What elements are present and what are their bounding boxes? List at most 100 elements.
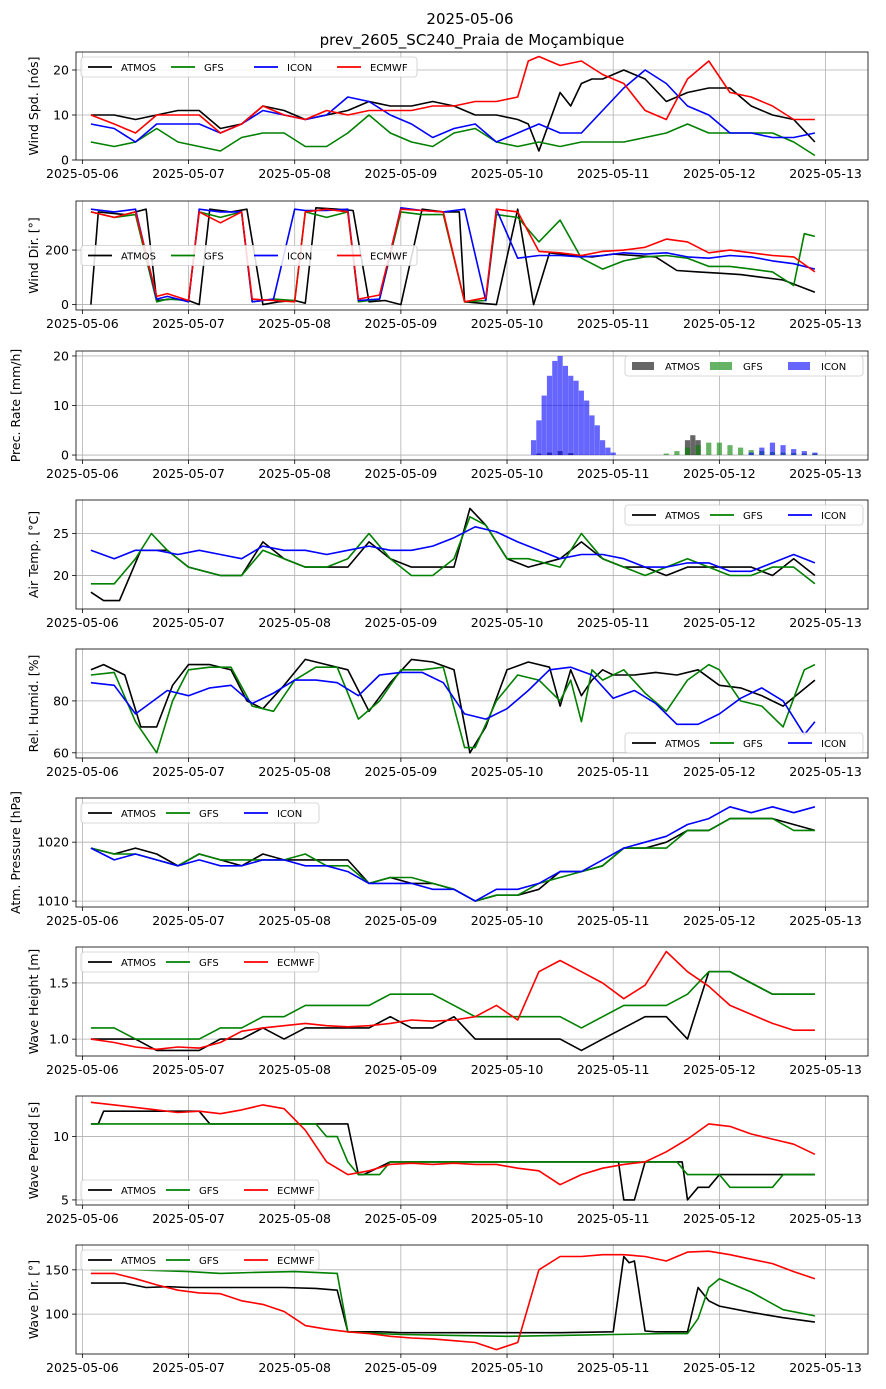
x-tick-label: 2025-05-08 — [258, 615, 331, 630]
legend-box — [80, 56, 418, 78]
series-line-gfs — [90, 663, 816, 754]
bar-icon — [812, 452, 818, 456]
series-line-icon — [90, 805, 816, 902]
panel-7: 2025-05-06 2025-05-07 2025-05-08 2025-05-09… — [26, 946, 869, 1077]
bar-icon — [562, 365, 569, 456]
x-tick-label: 2025-05-13 — [789, 466, 862, 481]
legend-label-ecmwf: ECMWF — [370, 252, 408, 263]
panel-6: 2025-05-06 2025-05-07 2025-05-08 2025-05-09… — [8, 791, 869, 928]
x-tick-label: 2025-05-12 — [683, 764, 756, 779]
y-axis-label: Rel. Humid. [%] — [26, 655, 41, 753]
legend: ATMOS GFS ECMWF — [80, 1179, 320, 1201]
y-axis-label: Wind Spd. [nós] — [26, 57, 41, 156]
panel-4: 2025-05-06 2025-05-07 2025-05-08 2025-05-09… — [26, 499, 869, 630]
bar-icon — [759, 447, 765, 456]
x-tick-label: 2025-05-10 — [471, 166, 544, 181]
x-tick-label: 2025-05-12 — [683, 615, 756, 630]
plot-area — [90, 1101, 816, 1201]
y-tick-label: 0 — [61, 153, 69, 168]
x-tick-label: 2025-05-13 — [789, 1360, 862, 1375]
legend-label-atmos: ATMOS — [121, 958, 156, 969]
legend-box — [80, 951, 320, 973]
x-tick-label: 2025-05-07 — [152, 166, 225, 181]
bar-icon — [748, 452, 754, 456]
bar-icon — [578, 390, 584, 456]
x-tick-label: 2025-05-08 — [258, 913, 331, 928]
y-axis-label: Wind Dir. [°] — [26, 217, 41, 293]
x-tick-label: 2025-05-11 — [577, 764, 650, 779]
legend-label-atmos: ATMOS — [121, 809, 156, 820]
x-tick-label: 2025-05-08 — [258, 1211, 331, 1226]
legend-label-gfs: GFS — [743, 511, 763, 522]
bar-gfs — [695, 445, 701, 456]
y-tick-label: 1.0 — [49, 1032, 69, 1047]
legend: ATMOS GFS ECMWF — [80, 1249, 320, 1271]
x-tick-label: 2025-05-11 — [577, 913, 650, 928]
x-tick-label: 2025-05-11 — [577, 466, 650, 481]
x-tick-label: 2025-05-10 — [471, 1360, 544, 1375]
legend-label-icon: ICON — [287, 63, 312, 74]
legend-label-atmos: ATMOS — [121, 1186, 156, 1197]
panel-1: 2025-05-06 2025-05-07 2025-05-08 2025-05-09… — [26, 51, 869, 181]
legend: ATMOS GFS ICON — [80, 802, 320, 824]
x-tick-label: 2025-05-07 — [152, 615, 225, 630]
x-tick-label: 2025-05-11 — [577, 166, 650, 181]
x-tick-label: 2025-05-13 — [789, 1062, 862, 1077]
series-line-icon — [90, 666, 816, 736]
y-tick-label: 5 — [61, 1192, 69, 1207]
y-axis-label: Atm. Pressure [hPa] — [8, 791, 23, 914]
bar-gfs — [684, 447, 691, 456]
series-line-ecmwf — [90, 1101, 816, 1186]
x-tick-label: 2025-05-09 — [365, 1360, 438, 1375]
x-tick-label: 2025-05-09 — [365, 764, 438, 779]
panel-9: 2025-05-06 2025-05-07 2025-05-08 2025-05-09… — [26, 1244, 869, 1375]
legend-label-icon: ICON — [821, 511, 846, 522]
bar-icon — [584, 400, 590, 456]
x-tick-label: 2025-05-07 — [152, 1211, 225, 1226]
x-tick-label: 2025-05-11 — [577, 316, 650, 331]
x-tick-label: 2025-05-08 — [258, 1360, 331, 1375]
figure-title-station: prev_2605_SC240_Praia de Moçambique — [320, 31, 625, 50]
y-tick-label: 100 — [45, 1307, 69, 1322]
legend-label-icon: ICON — [287, 252, 312, 263]
legend-label-ecmwf: ECMWF — [277, 1186, 315, 1197]
bar-icon — [536, 420, 542, 456]
x-tick-label: 2025-05-06 — [46, 316, 119, 331]
legend-label-atmos: ATMOS — [665, 739, 700, 750]
x-tick-label: 2025-05-09 — [365, 316, 438, 331]
x-tick-label: 2025-05-13 — [789, 316, 862, 331]
x-tick-label: 2025-05-06 — [46, 1211, 119, 1226]
bar-gfs — [674, 451, 680, 456]
series-line-ecmwf — [90, 55, 815, 134]
series-line-gfs — [90, 114, 816, 157]
bar-icon — [610, 452, 616, 456]
legend-box — [624, 504, 864, 526]
x-tick-label: 2025-05-13 — [789, 913, 862, 928]
x-tick-label: 2025-05-09 — [365, 466, 438, 481]
x-tick-label: 2025-05-13 — [789, 1211, 862, 1226]
y-tick-label: 1020 — [37, 835, 69, 850]
axes-frame — [75, 797, 869, 908]
legend: ATMOS GFS ICON — [624, 355, 864, 377]
legend-label-gfs: GFS — [743, 739, 763, 750]
bar-icon — [552, 360, 558, 456]
x-tick-label: 2025-05-11 — [577, 1062, 650, 1077]
bar-icon — [568, 375, 574, 456]
legend-label-gfs: GFS — [199, 1256, 219, 1267]
x-tick-label: 2025-05-10 — [471, 1062, 544, 1077]
x-tick-label: 2025-05-06 — [46, 1360, 119, 1375]
bar-icon — [594, 425, 600, 456]
series-line-gfs — [90, 1123, 815, 1189]
x-tick-label: 2025-05-13 — [789, 615, 862, 630]
x-tick-label: 2025-05-08 — [258, 166, 331, 181]
legend-box — [624, 732, 864, 754]
series-line-ecmwf — [90, 208, 816, 303]
x-tick-label: 2025-05-08 — [258, 466, 331, 481]
x-tick-label: 2025-05-10 — [471, 466, 544, 481]
x-tick-label: 2025-05-10 — [471, 764, 544, 779]
axes-frame — [75, 946, 869, 1057]
legend-label-atmos: ATMOS — [665, 511, 700, 522]
plot-area — [530, 355, 818, 456]
series-line-gfs — [90, 970, 815, 1040]
series-line-ecmwf — [90, 1250, 816, 1351]
